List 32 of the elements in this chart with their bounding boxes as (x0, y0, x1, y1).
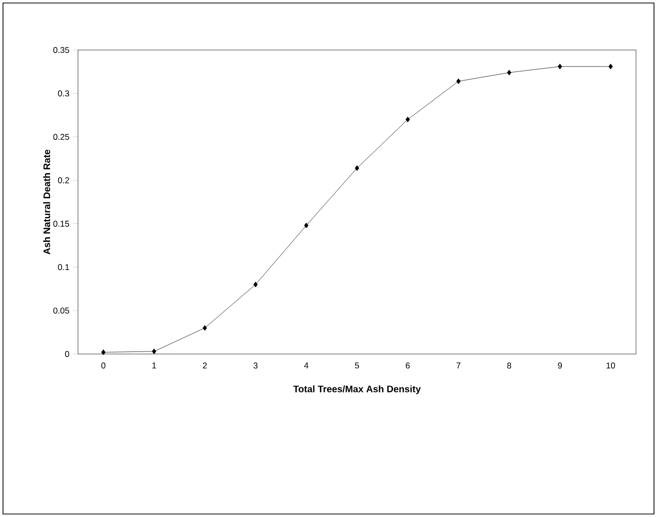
y-tick-label: 0.25 (53, 134, 70, 140)
x-tick-label: 3 (254, 362, 258, 369)
y-tick-label: 0.05 (53, 308, 70, 314)
y-tick-label: 0.35 (53, 47, 70, 53)
point (304, 222, 308, 228)
point (456, 78, 461, 84)
x-tick-label: 5 (354, 362, 360, 368)
x-axis-title: Total Trees/Max Ash Density (293, 385, 421, 394)
point (406, 116, 410, 122)
point (558, 64, 562, 70)
y-tick-label: 0.1 (58, 264, 70, 270)
y-tick-label: 0.3 (58, 90, 70, 96)
y-tick-label: 0.2 (58, 177, 70, 184)
point (507, 70, 512, 76)
x-tick-label: 7 (456, 362, 460, 368)
point (101, 349, 106, 356)
x-tick-label: 10 (606, 362, 616, 369)
point (354, 165, 360, 171)
x-tick-label: 6 (406, 362, 410, 369)
y-tick-label: 0 (65, 351, 70, 357)
x-tick-label: 9 (558, 362, 562, 369)
point (202, 325, 207, 331)
x-tick-label: 4 (304, 362, 308, 368)
point (608, 64, 613, 70)
x-tick-label: 0 (101, 362, 106, 369)
y-tick-label: 0.15 (53, 220, 70, 227)
y-axis-title: Ash Natural Death Rate (43, 150, 50, 254)
point (253, 282, 258, 288)
x-tick-label: 8 (507, 362, 512, 369)
point (152, 348, 156, 354)
x-tick-label: 1 (152, 362, 156, 368)
x-tick-label: 2 (202, 362, 207, 368)
